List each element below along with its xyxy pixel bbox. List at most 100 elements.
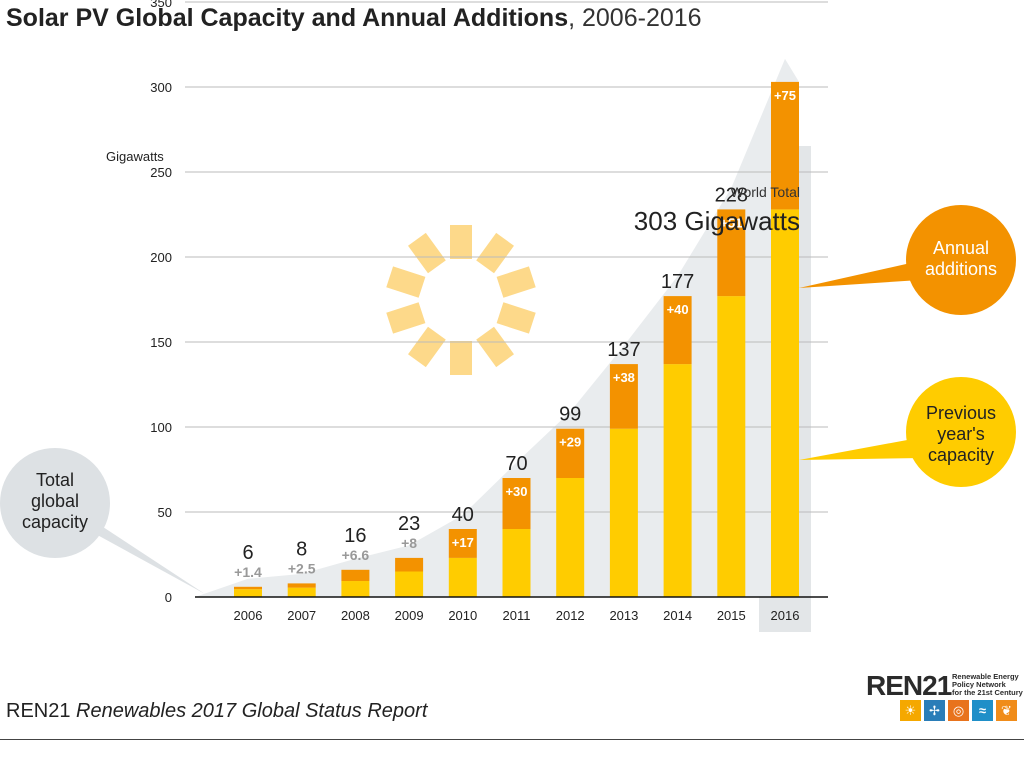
callout-total-circle xyxy=(0,448,110,558)
ren21-logo: REN21 Renewable Energy Policy Network fo… xyxy=(866,670,1023,726)
total-label: 6 xyxy=(242,542,253,564)
x-tick-label: 2007 xyxy=(287,608,316,623)
sun-ray xyxy=(386,302,426,334)
x-tick-label: 2016 xyxy=(771,608,800,623)
addition-label: +30 xyxy=(505,484,527,499)
y-tick-label: 200 xyxy=(150,250,172,265)
chart-title: Solar PV Global Capacity and Annual Addi… xyxy=(6,4,702,33)
bar-previous-capacity xyxy=(287,587,316,597)
bar-annual-addition xyxy=(609,364,638,429)
sun-ray xyxy=(408,326,446,368)
x-tick-label: 2011 xyxy=(503,608,531,623)
bar-annual-addition xyxy=(717,209,746,297)
bar-annual-addition xyxy=(395,557,424,572)
y-tick-label: 100 xyxy=(150,420,172,435)
total-label: 177 xyxy=(661,271,694,293)
bar-annual-addition xyxy=(234,586,262,590)
bar-previous-capacity xyxy=(234,589,262,597)
bar-annual-addition xyxy=(341,569,370,582)
logo-wordmark: REN21 xyxy=(866,670,952,701)
bar-previous-capacity xyxy=(502,529,531,597)
sun-icon: ☀ xyxy=(900,700,921,721)
logo-icons: ☀ ✢ ◎ ≈ ❦ xyxy=(900,700,1017,721)
sun-ray xyxy=(496,266,536,298)
addition-label: +17 xyxy=(452,535,474,550)
addition-label: +38 xyxy=(613,370,635,385)
chart-title-years: , 2006-2016 xyxy=(568,4,702,32)
bar-annual-addition xyxy=(502,478,531,529)
addition-label: +40 xyxy=(667,302,689,317)
callout-pointer xyxy=(799,438,922,460)
y-axis-label: Gigawatts xyxy=(106,149,164,164)
sun-ray xyxy=(476,326,514,368)
y-tick-label: 350 xyxy=(150,0,172,10)
total-label: 99 xyxy=(559,404,581,426)
bioenergy-leaf-icon: ❦ xyxy=(996,700,1017,721)
capacity-area xyxy=(195,58,799,597)
bar-previous-capacity xyxy=(717,296,746,597)
x-tick-label: 2015 xyxy=(717,608,746,623)
logo-tagline-line: Renewable Energy xyxy=(952,672,1019,681)
total-label: 8 xyxy=(296,538,307,560)
addition-label: +1.4 xyxy=(234,564,262,580)
addition-label: +29 xyxy=(559,435,581,450)
chart: 0 50 100 150 200 250 300 350 Gigawatts 2006 2007 20… xyxy=(0,0,1016,632)
world-total-value: 303 Gigawatts xyxy=(634,206,800,236)
total-label: 23 xyxy=(398,513,420,535)
callout-annual-circle xyxy=(906,205,1016,315)
y-tick-label: 0 xyxy=(165,590,172,605)
geothermal-icon: ◎ xyxy=(948,700,969,721)
callout-pointer xyxy=(70,520,205,594)
sun-ray xyxy=(476,232,514,274)
sun-ray xyxy=(386,266,426,298)
bar-previous-capacity xyxy=(609,428,638,597)
bar-annual-addition xyxy=(663,296,692,365)
y-tick-label: 150 xyxy=(150,335,172,350)
x-tick-label: 2013 xyxy=(609,608,638,623)
bar-previous-capacity xyxy=(663,364,692,597)
y-tick-label: 250 xyxy=(150,165,172,180)
callout-previous-text: year's xyxy=(937,424,984,444)
logo-tagline-line: for the 21st Century xyxy=(952,688,1023,697)
bar-previous-capacity xyxy=(556,478,585,597)
bar-annual-addition xyxy=(556,428,585,478)
addition-label: +6.6 xyxy=(342,547,370,563)
world-total-label: World Total xyxy=(730,184,800,200)
addition-label: +8 xyxy=(401,535,417,551)
addition-label: +51 xyxy=(720,215,742,230)
callout-previous-text: capacity xyxy=(928,445,994,465)
callout-total-text: global xyxy=(31,491,79,511)
callout-annual-text: additions xyxy=(925,259,997,279)
x-tick-label: 2010 xyxy=(448,608,477,623)
total-label: 16 xyxy=(344,525,366,547)
x-tick-label: 2009 xyxy=(395,608,424,623)
bar-annual-addition xyxy=(287,583,316,588)
bar-previous-capacity xyxy=(448,557,477,597)
source-org: REN21 xyxy=(6,700,71,722)
bar-annual-addition xyxy=(448,529,477,558)
total-label: 137 xyxy=(607,339,640,361)
bar-annual-addition xyxy=(771,81,799,210)
callout-total-text: capacity xyxy=(22,512,88,532)
bar-previous-capacity xyxy=(341,581,370,597)
sun-ray xyxy=(450,341,472,375)
callout-previous-circle xyxy=(906,377,1016,487)
total-label: 40 xyxy=(452,504,474,526)
x-tick-label: 2012 xyxy=(556,608,585,623)
callout-annual-text: Annual xyxy=(933,238,989,258)
chart-title-main: Solar PV Global Capacity and Annual Addi… xyxy=(6,4,569,32)
callout-total-text: Total xyxy=(36,470,74,490)
callout-pointer xyxy=(799,262,920,288)
sun-ray xyxy=(408,232,446,274)
total-label: 228 xyxy=(715,184,748,206)
sun-ray xyxy=(496,302,536,334)
y-tick-label: 50 xyxy=(158,505,172,520)
source-report: Renewables 2017 Global Status Report xyxy=(76,700,428,722)
hydro-wave-icon: ≈ xyxy=(972,700,993,721)
x-tick-label: 2008 xyxy=(341,608,370,623)
addition-label: +2.5 xyxy=(288,560,316,576)
sun-ray xyxy=(450,225,472,259)
logo-tagline: Renewable Energy Policy Network for the … xyxy=(952,673,1023,697)
x-tick-label: 2006 xyxy=(234,608,263,623)
callout-previous-text: Previous xyxy=(926,403,996,423)
